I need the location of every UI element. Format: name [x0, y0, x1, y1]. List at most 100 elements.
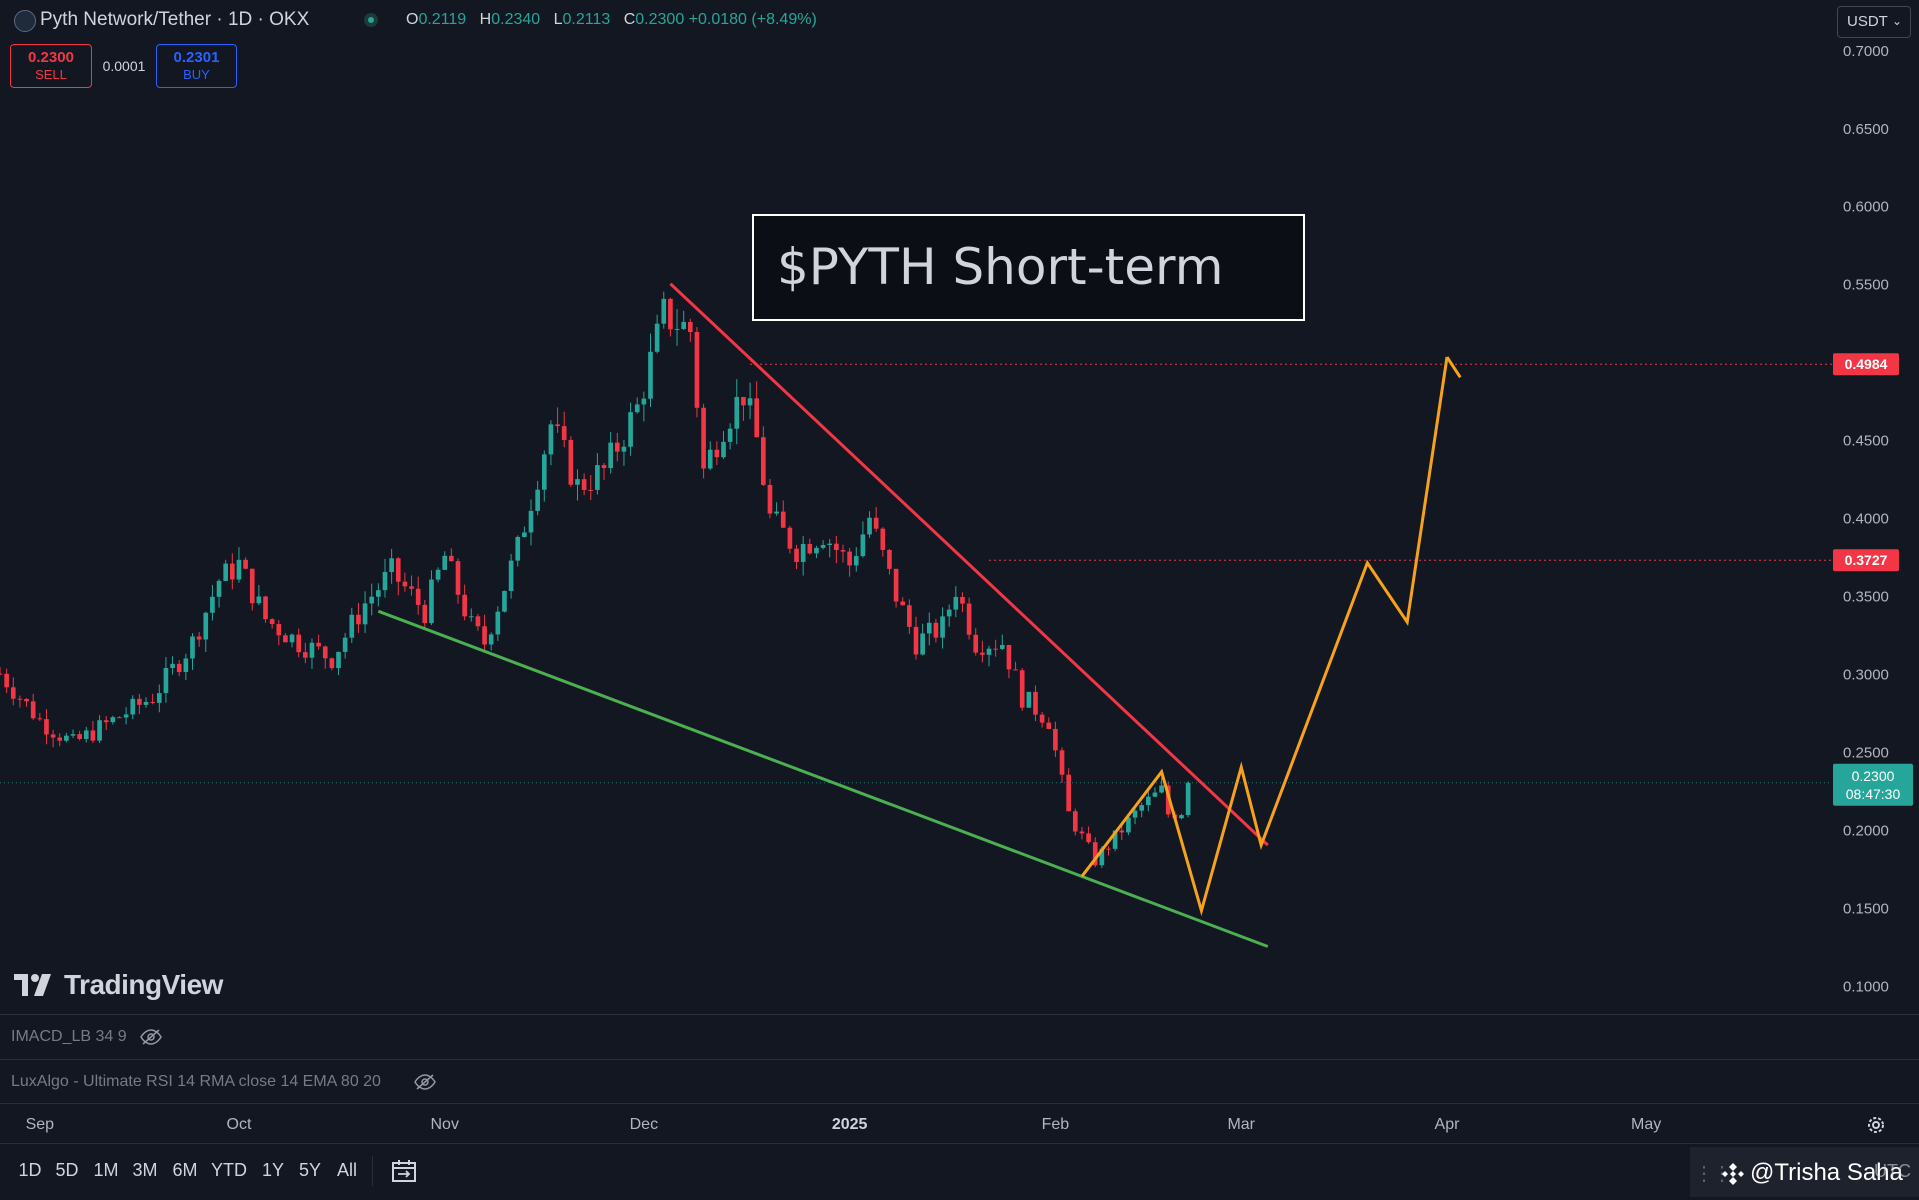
range-6m-button[interactable]: 6M — [172, 1160, 198, 1180]
eye-hidden-icon[interactable] — [414, 1074, 436, 1090]
range-1y-button[interactable]: 1Y — [261, 1160, 285, 1180]
candle-body — [389, 558, 394, 572]
candle-body — [57, 737, 63, 741]
candle-body — [462, 594, 467, 617]
candle-body — [754, 398, 760, 438]
candle-body — [873, 517, 879, 529]
sell-button[interactable]: 0.2300 SELL — [10, 44, 92, 88]
candle-body — [382, 571, 388, 591]
candle-body — [515, 536, 521, 561]
candle-body — [687, 321, 693, 333]
candle-body — [376, 590, 381, 597]
candle-body — [926, 622, 932, 634]
candle-body — [1072, 811, 1078, 832]
range-3m-button[interactable]: 3M — [132, 1160, 158, 1180]
eye-hidden-icon[interactable] — [140, 1029, 162, 1045]
market-status-icon[interactable] — [364, 13, 378, 27]
range-1m-button[interactable]: 1M — [93, 1160, 119, 1180]
tradingview-logo-text: TradingView — [64, 969, 223, 1000]
candle-body — [1126, 817, 1131, 833]
candle-body — [834, 543, 839, 551]
current-price-label: 0.2300 — [1852, 768, 1895, 784]
candle-body — [721, 441, 726, 458]
candle-body — [867, 517, 872, 535]
buy-price: 0.2301 — [173, 49, 220, 66]
chart-title: $PYTH Short-term — [777, 238, 1223, 296]
candle-body — [90, 730, 96, 741]
projection-path[interactable] — [1080, 356, 1449, 917]
ohlc-legend: O0.2119 H0.2340 L0.2113 C0.2300 +0.0180 … — [406, 11, 817, 29]
ohlc-change: +0.0180 (+8.49%) — [688, 11, 817, 28]
range-5d-button[interactable]: 5D — [55, 1160, 79, 1180]
candle-body — [1119, 830, 1125, 833]
range-5y-button[interactable]: 5Y — [298, 1160, 322, 1180]
candle-body — [283, 635, 288, 643]
candle-body — [70, 734, 76, 736]
x-tick-label: Feb — [1041, 1116, 1070, 1133]
resistance-trendline[interactable] — [669, 282, 1269, 847]
binance-logo-icon — [1722, 1163, 1744, 1185]
candle-body — [780, 511, 786, 528]
candle-body — [555, 424, 560, 427]
time-axis[interactable]: Sep Oct Nov Dec 2025 Feb Mar Apr May — [0, 1103, 1919, 1144]
candle-body — [196, 636, 202, 640]
candle-body — [276, 623, 282, 636]
candle-body — [229, 563, 235, 580]
range-ytd-button[interactable]: YTD — [211, 1160, 247, 1180]
candle-body — [946, 609, 952, 617]
candle-body — [747, 398, 753, 406]
candle-body — [415, 588, 421, 605]
candle-body — [767, 484, 773, 514]
current-price-tag — [1833, 763, 1913, 806]
candle-body — [1185, 782, 1191, 816]
candle-body — [1159, 785, 1164, 793]
range-1d-button[interactable]: 1D — [18, 1160, 42, 1180]
sell-price: 0.2300 — [28, 49, 74, 66]
currency-select[interactable]: USDT ⌄ — [1837, 6, 1911, 38]
candle-body — [933, 622, 939, 638]
candle-body — [887, 549, 892, 569]
indicator-label: IMACD_LB 34 9 — [11, 1028, 127, 1045]
candle-body — [369, 596, 375, 604]
y-tick-label: 0.3000 — [1843, 667, 1889, 684]
indicator-pane-rsi[interactable]: LuxAlgo - Ultimate RSI 14 RMA close 14 E… — [0, 1059, 1919, 1105]
candle-body — [336, 651, 341, 669]
buy-button[interactable]: 0.2301 BUY — [156, 44, 237, 88]
support-trendline[interactable] — [377, 609, 1269, 948]
candle-body — [608, 442, 613, 468]
candle-body — [840, 550, 846, 552]
candle-body — [800, 543, 806, 562]
y-tick-label: 0.5500 — [1843, 277, 1889, 294]
candle-body — [342, 637, 348, 652]
candle-body — [508, 560, 514, 591]
candle-body — [548, 424, 554, 455]
candle-body — [966, 603, 972, 635]
candle-body — [1066, 774, 1071, 812]
candle-body — [581, 479, 587, 490]
ohlc-low-value: 0.2113 — [562, 11, 611, 28]
y-tick-label: 0.4500 — [1843, 433, 1889, 450]
candle-body — [880, 528, 886, 550]
candle-body — [1132, 810, 1138, 818]
candle-body — [409, 586, 414, 589]
candle-body — [1086, 833, 1091, 843]
gear-icon[interactable] — [1866, 1115, 1886, 1135]
symbol-title[interactable]: Pyth Network/Tether · 1D · OKX — [40, 9, 310, 30]
x-tick-label: Apr — [1434, 1116, 1460, 1133]
candle-body — [535, 489, 540, 511]
candle-body — [64, 735, 69, 741]
range-all-button[interactable]: All — [336, 1160, 358, 1180]
timezone-label[interactable]: UTC — [1874, 1161, 1911, 1181]
candle-body — [349, 614, 355, 638]
candle-body — [893, 568, 899, 602]
goto-date-icon[interactable] — [390, 1158, 418, 1184]
candle-body — [123, 714, 129, 718]
chart-title-box[interactable] — [752, 214, 1305, 321]
candle-body — [243, 559, 248, 569]
candle-body — [960, 596, 965, 604]
candle-body — [814, 547, 819, 554]
candle-body — [395, 558, 401, 582]
indicator-pane-imacd[interactable]: IMACD_LB 34 9 — [0, 1014, 1919, 1060]
candle-body — [156, 693, 162, 703]
